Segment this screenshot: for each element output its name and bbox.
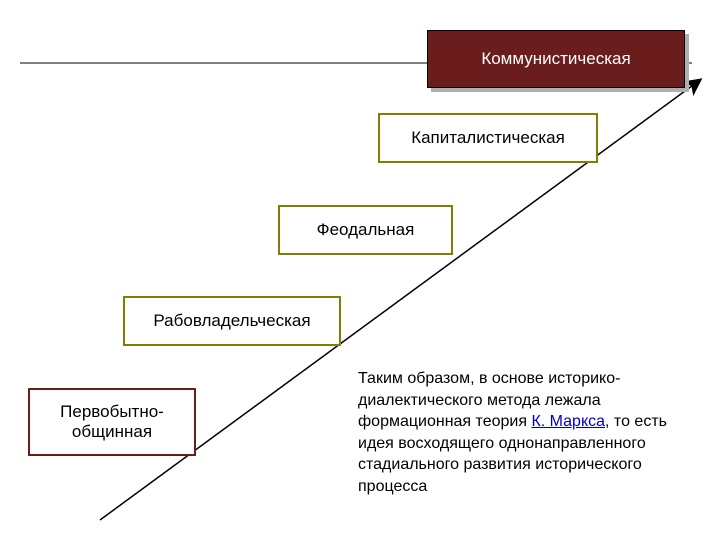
caption-link[interactable]: К. Маркса bbox=[531, 413, 605, 430]
diagram-canvas: Коммунистическая Капиталистическая Феодаль… bbox=[0, 0, 720, 540]
stage-box-stage5: Коммунистическая bbox=[427, 30, 685, 88]
stage-box-stage2: Рабовладельческая bbox=[123, 296, 341, 346]
stage-box-stage4: Капиталистическая bbox=[378, 113, 598, 163]
stage-label: Первобытно- общинная bbox=[60, 402, 164, 442]
stage-label: Коммунистическая bbox=[481, 49, 630, 69]
stage-box-stage3: Феодальная bbox=[278, 205, 453, 255]
stage-box-stage1: Первобытно- общинная bbox=[28, 388, 196, 456]
stage-label: Рабовладельческая bbox=[153, 311, 310, 331]
caption-text: Таким образом, в основе историко-диалект… bbox=[358, 368, 688, 498]
stage-label: Капиталистическая bbox=[411, 128, 565, 148]
stage-label: Феодальная bbox=[317, 220, 415, 240]
